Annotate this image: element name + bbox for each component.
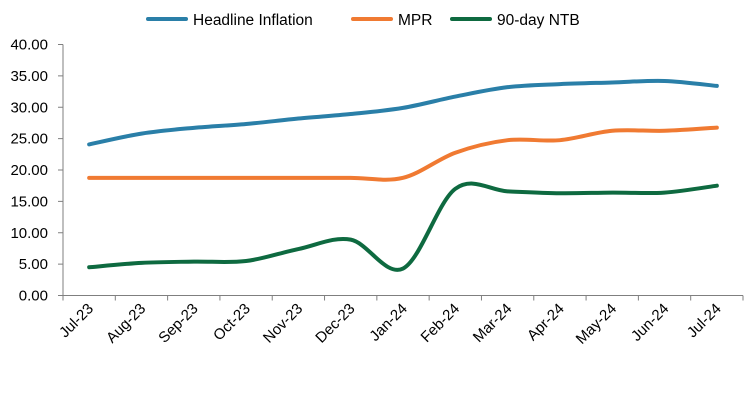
series-2-point-4 [296,247,300,251]
x-tick-label: Feb-24 [418,300,464,346]
x-tick-label: Nov-23 [260,300,306,346]
series-0-point-10 [610,80,614,84]
series-2-point-9 [558,191,562,195]
series-1-point-9 [558,138,562,142]
series-2-point-1 [139,261,143,265]
y-tick-label: 0.00 [19,288,48,305]
series-0-point-8 [506,85,510,89]
series-1-point-6 [401,176,405,180]
x-tick-label: Jul-23 [56,300,97,341]
series-1-point-8 [506,138,510,142]
legend-label-0: Headline Inflation [193,12,313,29]
series-line-2 [87,181,719,272]
series-0-point-5 [349,112,353,116]
series-0-point-11 [663,79,667,83]
x-tick-label: Mar-24 [470,300,516,346]
y-tick-label: 10.00 [10,225,48,242]
y-tick-label: 40.00 [10,37,48,54]
series-0-point-1 [139,132,143,136]
x-tick-label: Jan-24 [366,300,410,344]
legend-label-1: MPR [398,12,432,29]
y-tick-label: 20.00 [10,162,48,179]
x-tick-label: Jun-24 [628,300,672,344]
series-1-point-12 [715,126,719,130]
series-0-point-12 [715,84,719,88]
series-2-point-5 [349,238,353,242]
series-2-point-0 [87,265,91,269]
series-1-point-10 [610,129,614,133]
series-2-point-10 [610,191,614,195]
x-tick-label: Oct-23 [210,300,254,344]
series-line-1 [87,125,719,182]
series-1-point-7 [453,151,457,155]
series-0-point-9 [558,82,562,86]
series-0-point-6 [401,106,405,110]
series-1-point-1 [139,176,143,180]
series-2-point-7 [453,187,457,191]
series-0-point-7 [453,95,457,99]
series-layer [87,78,719,272]
x-tick-label: Apr-24 [524,300,568,344]
series-0-point-2 [192,126,196,130]
x-tick-label: Sep-23 [155,300,201,346]
x-tick-label: May-24 [573,300,620,347]
series-1-point-3 [244,176,248,180]
legend-label-2: 90-day NTB [497,12,580,29]
series-2-point-6 [401,267,405,271]
series-1-point-2 [192,176,196,180]
series-1-point-0 [87,176,91,180]
series-1-point-11 [663,129,667,133]
series-2-point-3 [244,259,248,263]
series-2-point-12 [715,184,719,188]
y-axis: 0.00 5.00 10.00 15.00 20.00 25.00 30.00 35.00 40… [10,37,64,305]
x-tick-label: Aug-23 [103,300,149,346]
series-2-point-2 [192,260,196,264]
series-line-0 [87,78,719,147]
x-tick-label: Jul-24 [684,300,725,341]
x-tick-label: Dec-23 [312,300,358,346]
series-0-point-3 [244,122,248,126]
y-tick-label: 5.00 [19,256,48,273]
series-2-point-11 [663,191,667,195]
y-tick-label: 15.00 [10,193,48,210]
legend: Headline Inflation MPR 90-day NTB [146,12,580,29]
y-tick-label: 30.00 [10,99,48,116]
x-axis: Jul-23 Aug-23 Sep-23 Oct-23 Nov-23 Dec-23 Jan-… [56,295,744,348]
series-2-point-8 [506,189,510,193]
series-1-point-5 [349,176,353,180]
y-tick-label: 25.00 [10,131,48,148]
y-tick-label: 35.00 [10,68,48,85]
series-1-point-4 [296,176,300,180]
series-0-point-4 [296,117,300,121]
series-0-point-0 [87,142,91,146]
